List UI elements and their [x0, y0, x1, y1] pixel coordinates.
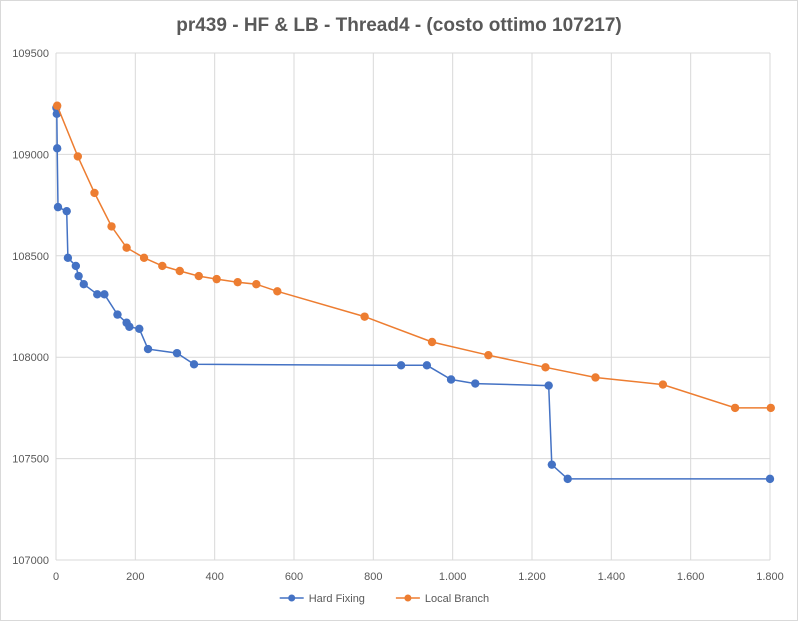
data-point: [93, 290, 102, 299]
legend-label: Hard Fixing: [309, 593, 365, 605]
data-point: [62, 206, 71, 216]
data-point: [113, 310, 122, 319]
y-tick-label: 108500: [12, 251, 49, 263]
data-point: [563, 474, 572, 484]
data-point: [427, 337, 437, 347]
data-point: [100, 290, 109, 299]
x-tick-label: 400: [205, 571, 223, 583]
data-point: [194, 271, 203, 281]
data-point: [422, 361, 432, 370]
series-line: [55, 107, 770, 480]
data-point: [591, 373, 600, 382]
x-tick-label: 200: [126, 571, 144, 583]
data-point: [52, 144, 62, 153]
data-point: [484, 350, 493, 360]
x-tick-label: 0: [53, 571, 59, 583]
legend-marker: [288, 594, 296, 602]
data-point: [471, 379, 480, 388]
x-tick-label: 600: [285, 571, 303, 583]
y-tick-label: 107000: [12, 555, 49, 567]
x-tick-label: 1.400: [598, 571, 626, 583]
series-local-branch: [52, 101, 775, 413]
y-tick-label: 108000: [12, 352, 49, 364]
gridlines: [55, 52, 771, 561]
x-tick-label: 1.000: [439, 571, 467, 583]
data-point: [189, 360, 199, 369]
series-hard-fixing: [52, 103, 775, 484]
x-tick-label: 1.800: [756, 571, 784, 583]
data-point: [71, 261, 81, 271]
y-tick-label: 109000: [12, 149, 49, 161]
data-point: [766, 403, 775, 413]
data-point: [446, 375, 456, 384]
data-point: [765, 474, 775, 484]
legend-label: Local Branch: [425, 593, 489, 605]
data-point: [547, 460, 557, 469]
data-point: [73, 152, 83, 161]
data-point: [233, 277, 242, 287]
legend-marker: [404, 594, 412, 602]
data-point: [658, 380, 668, 389]
data-point: [125, 322, 134, 331]
legend: Hard Fixing Local Branch: [279, 593, 489, 605]
data-point: [158, 261, 167, 271]
data-point: [730, 403, 740, 413]
data-point: [79, 279, 88, 289]
data-point: [172, 348, 182, 358]
y-tick-label: 109500: [12, 48, 49, 60]
axis-tick-labels: 0 200 400 600 800 1.000 1.200 1.400 1.600 1.800 10…: [12, 48, 783, 583]
data-point: [135, 324, 144, 334]
series-line: [56, 105, 771, 409]
data-point: [122, 243, 131, 252]
data-point: [90, 188, 99, 198]
legend-item: Local Branch: [395, 593, 489, 605]
x-tick-label: 800: [364, 571, 382, 583]
x-tick-label: 1.200: [518, 571, 546, 583]
data-point: [212, 274, 221, 284]
chart-title: pr439 - HF & LB - Thread4 - (costo ottim…: [176, 15, 622, 36]
y-tick-label: 107500: [12, 454, 49, 466]
data-point: [273, 287, 282, 296]
data-point: [360, 312, 369, 321]
data-point: [52, 101, 62, 110]
data-point: [63, 253, 73, 263]
data-point: [53, 202, 63, 212]
data-point: [107, 222, 116, 231]
data-point: [396, 361, 406, 370]
data-point: [175, 266, 184, 276]
data-point: [544, 381, 553, 390]
data-point: [541, 363, 550, 372]
data-point: [252, 279, 261, 289]
data-series: [52, 101, 775, 484]
data-point: [139, 253, 149, 263]
x-tick-label: 1.600: [677, 571, 705, 583]
data-point: [74, 271, 83, 281]
legend-item: Hard Fixing: [279, 593, 365, 605]
data-point: [143, 344, 153, 354]
